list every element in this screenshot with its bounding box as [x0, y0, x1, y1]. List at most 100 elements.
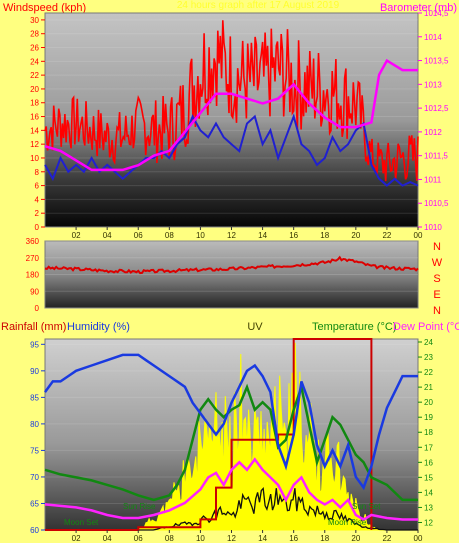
rain-x-tick-label: 16 [289, 534, 298, 543]
wind-x-tick-label: 10 [196, 231, 205, 240]
wind-x-tick-label: 22 [382, 231, 391, 240]
temperature-tick-label: 17 [424, 443, 433, 452]
wind-y-tick-label: 22 [30, 71, 39, 80]
temperature-tick-label: 15 [424, 473, 433, 482]
direction-layer: 0 90 180 270 360 [26, 237, 419, 313]
wind-x-tick-label: 00 [414, 231, 423, 240]
wind-layer: 02468101214161820222426283010101010,5101… [30, 9, 449, 240]
wind-x-tick-label: 14 [258, 231, 267, 240]
moon-set-label: Moon Set [64, 518, 99, 527]
wind-x-tick-label: 08 [165, 231, 174, 240]
wind-y-tick-label: 20 [30, 85, 39, 94]
wind-y-tick-label: 18 [30, 99, 39, 108]
barometer-tick-label: 1013,5 [424, 57, 449, 66]
temperature-tick-label: 20 [424, 398, 433, 407]
rain-x-tick-label: 18 [320, 534, 329, 543]
wind-y-tick-label: 30 [30, 16, 39, 25]
wind-x-tick-label: 20 [351, 231, 360, 240]
barometer-tick-label: 1014 [424, 33, 442, 42]
wind-x-tick-label: 16 [289, 231, 298, 240]
temperature-tick-label: 18 [424, 428, 433, 437]
barometer-tick-label: 1010 [424, 223, 442, 232]
direction-tick-label: 270 [26, 254, 40, 263]
rain-x-tick-label: 20 [351, 534, 360, 543]
wind-x-tick-label: 12 [227, 231, 236, 240]
wind-y-tick-label: 0 [35, 223, 40, 232]
direction-label-w: W [432, 257, 443, 269]
barometer-label: Barometer (mb) [380, 2, 457, 14]
humidity-tick-label: 75 [30, 446, 39, 455]
wind-average-series [44, 113, 419, 187]
temperature-tick-label: 14 [424, 488, 433, 497]
rain-x-tick-label: 14 [258, 534, 267, 543]
wind-gust-series [44, 20, 419, 182]
wind-y-tick-label: 10 [30, 154, 39, 163]
wind-x-tick-label: 18 [320, 231, 329, 240]
direction-plot-area [44, 240, 419, 309]
direction-label-s: S [433, 273, 440, 285]
temperature-tick-label: 24 [424, 338, 433, 347]
temperature-tick-label: 16 [424, 458, 433, 467]
windspeed-label: Windspeed (kph) [3, 2, 86, 14]
direction-tick-label: 360 [26, 237, 40, 246]
barometer-tick-label: 1013 [424, 80, 442, 89]
wind-y-tick-label: 12 [30, 140, 39, 149]
temperature-tick-label: 23 [424, 353, 433, 362]
rain-x-tick-label: 00 [414, 534, 423, 543]
humidity-tick-label: 95 [30, 340, 39, 349]
dewpoint-series [44, 457, 418, 521]
rain-x-tick-label: 12 [227, 534, 236, 543]
wind-x-tick-label: 06 [134, 231, 143, 240]
wind-y-tick-label: 8 [35, 168, 40, 177]
uv-label: UV [247, 321, 263, 333]
temperature-tick-label: 13 [424, 503, 433, 512]
humidity-series [43, 353, 418, 491]
barometer-tick-label: 1014,5 [424, 9, 449, 18]
temperature-tick-label: 19 [424, 413, 433, 422]
moon-rise-label: Moon Rise [328, 518, 367, 527]
humidity-tick-label: 85 [30, 393, 39, 402]
barometer-tick-label: 1011 [424, 175, 442, 184]
sun-set-label: Sun Set [352, 502, 381, 511]
barometer-tick-label: 1012,5 [424, 104, 449, 113]
direction-tick-label: 90 [30, 287, 39, 296]
direction-tick-label: 0 [35, 304, 40, 313]
sun-rise-label: Sun Rise [123, 502, 156, 511]
rain-x-tick-label: 08 [165, 534, 174, 543]
temperature-label: Temperature (°C) [312, 321, 396, 333]
temperature-tick-label: 12 [424, 518, 433, 527]
humidity-tick-label: 90 [30, 367, 39, 376]
wind-y-tick-label: 4 [35, 195, 40, 204]
wind-y-tick-label: 6 [35, 182, 40, 191]
wind-y-tick-label: 24 [30, 57, 39, 66]
temperature-tick-label: 22 [424, 368, 433, 377]
wind-y-tick-label: 2 [35, 209, 40, 218]
chart-title: 24 hours graph after 17 August 2019 [177, 0, 340, 11]
rain-x-tick-label: 04 [103, 534, 112, 543]
barometer-tick-label: 1011,5 [424, 152, 448, 161]
rain-x-tick-label: 02 [72, 534, 81, 543]
humidity-tick-label: 65 [30, 499, 39, 508]
rain-x-tick-label: 06 [134, 534, 143, 543]
wind-y-tick-label: 14 [30, 126, 39, 135]
wind-y-tick-label: 26 [30, 44, 39, 53]
wind-x-tick-label: 04 [103, 231, 112, 240]
humidity-tick-label: 60 [30, 526, 39, 535]
direction-tick-label: 180 [26, 271, 40, 280]
temperature-series [44, 382, 418, 502]
wind-x-tick-label: 02 [72, 231, 81, 240]
rain-x-tick-label: 22 [382, 534, 391, 543]
rainfall-series [45, 338, 373, 531]
wind-y-tick-label: 16 [30, 113, 39, 122]
direction-label-e: E [433, 289, 440, 301]
direction-label-n-bottom: N [433, 305, 441, 317]
rain-layer: 60 65 70 75 80 85 90 95 12 13 14 15 16 17 18 19 20 21 22 23… [30, 338, 433, 543]
barometer-tick-label: 1010,5 [424, 199, 449, 208]
humidity-tick-label: 70 [30, 473, 39, 482]
direction-label-n-top: N [433, 241, 441, 253]
humidity-tick-label: 80 [30, 420, 39, 429]
rain-x-tick-label: 10 [196, 534, 205, 543]
barometer-series [44, 58, 418, 172]
